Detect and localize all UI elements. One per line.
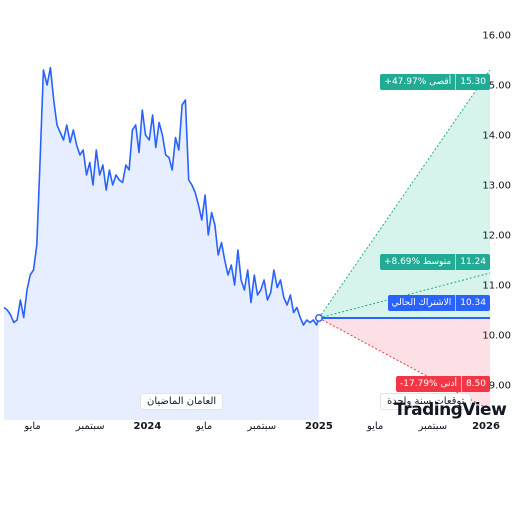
max-target-label: +47.97% أقصى [380, 74, 456, 90]
x-axis-tick-label: سبتمبر [75, 421, 105, 432]
forecast-period-label: توقعات سنة واحدة [380, 393, 472, 410]
x-axis-tick-label: مايو [23, 421, 40, 432]
y-axis-tick-label: 9.00 [489, 381, 511, 392]
avg-target-tag: +8.69% متوسط 11.24 [379, 254, 490, 270]
x-axis-tick-label: سبتمبر [246, 421, 276, 432]
y-axis-tick-label: 15.00 [482, 81, 511, 92]
history-area-fill [4, 67, 319, 420]
forecast-start-marker [314, 314, 323, 322]
y-axis-tick-label: 11.00 [482, 281, 511, 292]
tradingview-logo: TradingView [394, 400, 507, 420]
x-axis-tick-label: 2025 [305, 421, 333, 432]
x-axis-tick-label: مايو [366, 421, 383, 432]
min-target-value: 8.50 [460, 376, 490, 392]
min-target-label: -17.79% أدنى [396, 376, 461, 392]
min-target-tag: -17.79% أدنى 8.50 [396, 376, 490, 392]
max-target-value: 15.30 [455, 74, 490, 90]
x-axis-tick-label: 2026 [472, 421, 500, 432]
history-price-line [3, 66, 320, 326]
x-axis-tick-label: مايو [195, 421, 212, 432]
current-price-tag: الاشتراك الحالي 10.34 [387, 295, 490, 311]
y-axis-tick-label: 16.00 [482, 31, 511, 42]
max-target-tag: +47.97% أقصى 15.30 [380, 74, 490, 90]
avg-target-label: +8.69% متوسط [379, 254, 456, 270]
current-price-label: الاشتراك الحالي [387, 295, 456, 311]
y-axis-tick-label: 10.00 [482, 331, 511, 342]
avg-target-value: 11.24 [455, 254, 490, 270]
y-axis-tick-label: 13.00 [482, 181, 511, 192]
x-axis-tick-label: سبتمبر [417, 421, 447, 432]
current-price-value: 10.34 [455, 295, 490, 311]
y-axis-tick-label: 12.00 [482, 231, 511, 242]
x-axis-tick-label: 2024 [133, 421, 161, 432]
y-axis-tick-label: 14.00 [482, 131, 511, 142]
past-period-label: العامان الماضيان [140, 393, 224, 410]
